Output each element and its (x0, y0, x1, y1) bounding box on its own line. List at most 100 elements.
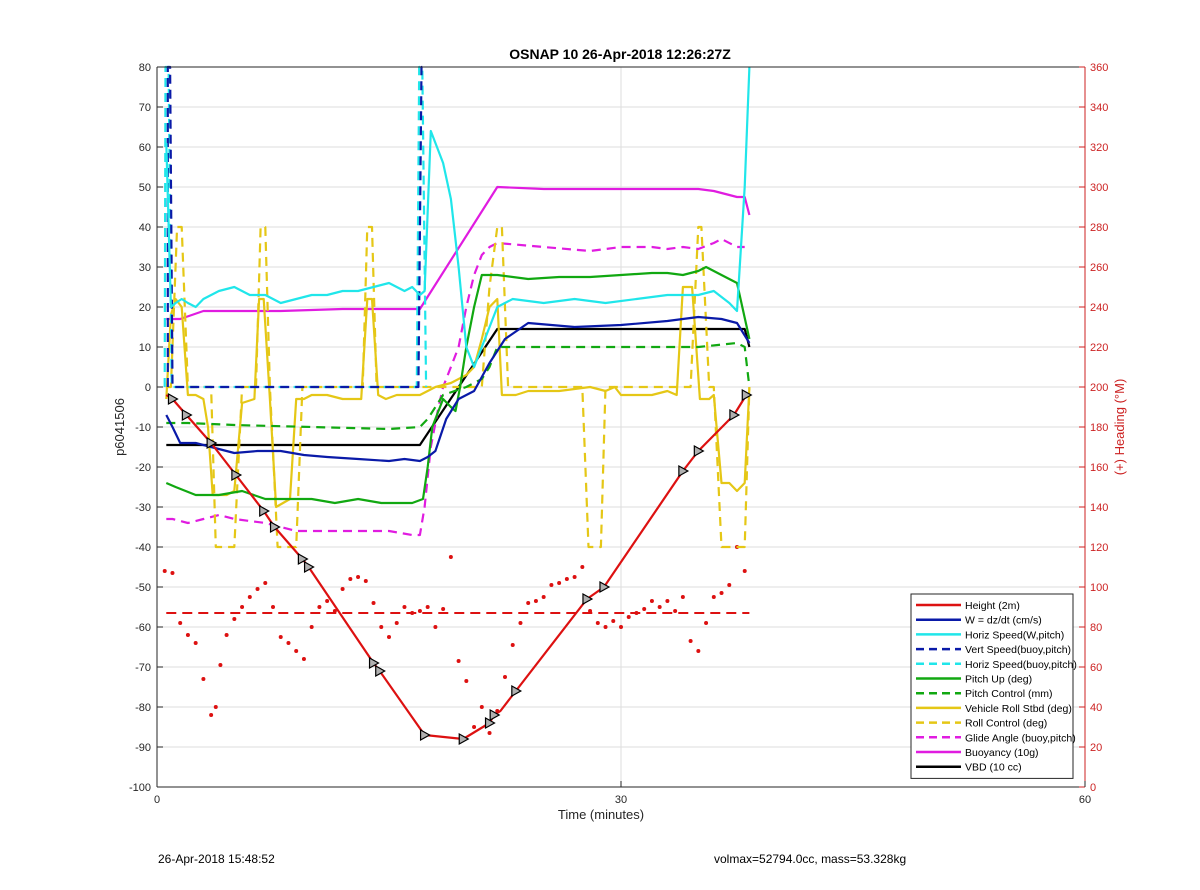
heading-point (580, 565, 585, 569)
heading-point (626, 615, 631, 619)
heading-point (348, 577, 353, 581)
height-marker (269, 520, 281, 534)
y2-tick-label: 200 (1090, 382, 1108, 394)
x-tick-label: 0 (154, 794, 160, 806)
height-marker (741, 388, 753, 402)
heading-point (704, 621, 709, 625)
heading-point (657, 605, 662, 609)
y-tick-label: -20 (135, 462, 151, 474)
height-marker (231, 468, 243, 482)
heading-point (603, 625, 608, 629)
y2-tick-label: 340 (1090, 102, 1108, 114)
x-tick-label: 30 (615, 794, 627, 806)
heading-point (170, 571, 175, 575)
y-tick-label: -70 (135, 662, 151, 674)
y-tick-label: 10 (139, 342, 151, 354)
y-tick-label: -90 (135, 742, 151, 754)
heading-point (487, 731, 492, 735)
height-marker (511, 684, 523, 698)
series-line-1 (165, 315, 751, 463)
y2-tick-label: 300 (1090, 182, 1108, 194)
heading-point (688, 639, 693, 643)
heading-point (213, 705, 218, 709)
heading-point (711, 595, 716, 599)
y-tick-label: -100 (129, 782, 151, 794)
heading-point (541, 595, 546, 599)
heading-point (201, 677, 206, 681)
heading-point (642, 607, 647, 611)
height-marker (582, 592, 594, 606)
heading-point (564, 577, 569, 581)
heading-point (696, 649, 701, 653)
legend-entry: VBD (10 cc) (965, 762, 1022, 774)
heading-point (278, 635, 283, 639)
heading-point (309, 625, 314, 629)
heading-point (479, 705, 484, 709)
heading-point (518, 621, 523, 625)
height-marker (375, 664, 386, 678)
height-marker (678, 464, 690, 478)
heading-point (456, 659, 461, 663)
heading-point (619, 625, 623, 629)
height-marker (167, 392, 179, 406)
y2-tick-label: 0 (1090, 782, 1096, 794)
heading-point (247, 595, 252, 599)
heading-point (441, 607, 446, 611)
y2-tick-label: 60 (1090, 662, 1102, 674)
series-line-7 (165, 285, 751, 509)
heading-point (178, 621, 183, 625)
heading-point (649, 599, 654, 603)
heading-point (240, 605, 245, 609)
y2-tick-label: 40 (1090, 702, 1102, 714)
chart-title: OSNAP 10 26-Apr-2018 12:26:27Z (509, 46, 731, 62)
height-marker (489, 708, 501, 722)
heading-point (526, 601, 531, 605)
legend-entry: Vert Speed(buoy,pitch) (965, 644, 1071, 656)
legend-entry: Horiz Speed(W,pitch) (965, 629, 1064, 641)
heading-point (325, 599, 330, 603)
y2-axis-label: (+) Heading (°M) (1112, 379, 1127, 476)
footer-volume-mass: volmax=52794.0cc, mass=53.328kg (714, 852, 907, 866)
legend-entry: Glide Angle (buoy,pitch) (965, 732, 1076, 744)
heading-point (549, 583, 554, 587)
x-axis-label: Time (minutes) (558, 807, 644, 822)
heading-point (402, 605, 407, 609)
heading-point (218, 663, 223, 667)
series-line-2 (165, 66, 751, 369)
y-tick-label: 50 (139, 182, 151, 194)
height-marker (259, 504, 270, 518)
y-tick-label: 80 (139, 62, 151, 74)
height-marker (729, 408, 741, 422)
y2-tick-label: 240 (1090, 302, 1108, 314)
height-marker (206, 436, 218, 450)
heading-point (332, 609, 337, 613)
y-tick-label: -30 (135, 502, 151, 514)
y-tick-label: 60 (139, 142, 151, 154)
y-tick-label: 20 (139, 302, 151, 314)
heading-point (224, 633, 229, 637)
heading-point (464, 679, 469, 683)
y-tick-label: -50 (135, 582, 151, 594)
y2-tick-label: 80 (1090, 622, 1102, 634)
heading-point (510, 643, 515, 647)
height-marker (419, 728, 431, 742)
y-axis-label: p6041506 (112, 398, 127, 456)
heading-point (379, 625, 384, 629)
heading-point (301, 657, 306, 661)
heading-point (595, 621, 600, 625)
legend-entry: Horiz Speed(buoy,pitch) (965, 659, 1077, 671)
heading-point (263, 581, 268, 585)
heading-point (371, 601, 376, 605)
legend-entry: Pitch Control (mm) (965, 688, 1053, 700)
heading-point (363, 579, 368, 583)
height-marker (181, 408, 193, 422)
y-tick-label: -10 (135, 422, 151, 434)
legend-entry: Pitch Up (deg) (965, 674, 1032, 686)
heading-point (611, 619, 616, 623)
heading-point (557, 581, 562, 585)
series-line-0 (165, 394, 748, 741)
heading-point (588, 609, 593, 613)
heading-point (387, 635, 391, 639)
y-tick-label: -40 (135, 542, 151, 554)
heading-point (533, 599, 538, 603)
